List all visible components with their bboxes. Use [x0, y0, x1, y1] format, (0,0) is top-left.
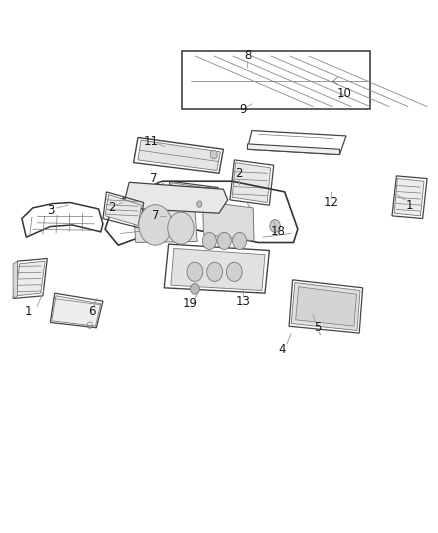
Circle shape [217, 232, 231, 249]
Polygon shape [171, 183, 216, 201]
Polygon shape [134, 208, 197, 243]
Text: 18: 18 [271, 225, 286, 238]
Polygon shape [171, 248, 265, 290]
Text: 7: 7 [152, 209, 159, 222]
Circle shape [168, 212, 194, 244]
Text: 10: 10 [336, 87, 351, 100]
Text: 13: 13 [236, 295, 251, 308]
Circle shape [139, 205, 172, 245]
Text: 1: 1 [25, 305, 32, 318]
Text: 12: 12 [323, 196, 338, 209]
Circle shape [207, 262, 223, 281]
Text: 8: 8 [244, 50, 251, 62]
Text: 11: 11 [144, 135, 159, 148]
Polygon shape [52, 296, 101, 326]
Text: 4: 4 [279, 343, 286, 356]
Text: 6: 6 [88, 305, 96, 318]
Circle shape [191, 284, 199, 294]
Circle shape [210, 150, 217, 159]
Text: 3: 3 [47, 204, 54, 217]
Text: 19: 19 [183, 297, 198, 310]
Polygon shape [138, 140, 220, 171]
Text: 7: 7 [149, 172, 157, 185]
Text: 2: 2 [108, 201, 116, 214]
Polygon shape [123, 182, 228, 213]
Circle shape [226, 262, 242, 281]
Polygon shape [247, 144, 339, 155]
Polygon shape [202, 201, 254, 241]
Polygon shape [296, 287, 357, 326]
Circle shape [270, 220, 280, 232]
Text: 9: 9 [239, 103, 247, 116]
Polygon shape [291, 282, 360, 330]
Circle shape [202, 232, 216, 249]
Text: 5: 5 [314, 321, 321, 334]
Circle shape [233, 232, 247, 249]
Polygon shape [232, 163, 271, 203]
Circle shape [197, 201, 202, 207]
Polygon shape [394, 179, 424, 216]
Polygon shape [13, 261, 18, 298]
Polygon shape [15, 261, 45, 296]
Polygon shape [105, 195, 141, 225]
Circle shape [187, 262, 203, 281]
Text: 2: 2 [235, 167, 243, 180]
Text: 1: 1 [406, 199, 413, 212]
